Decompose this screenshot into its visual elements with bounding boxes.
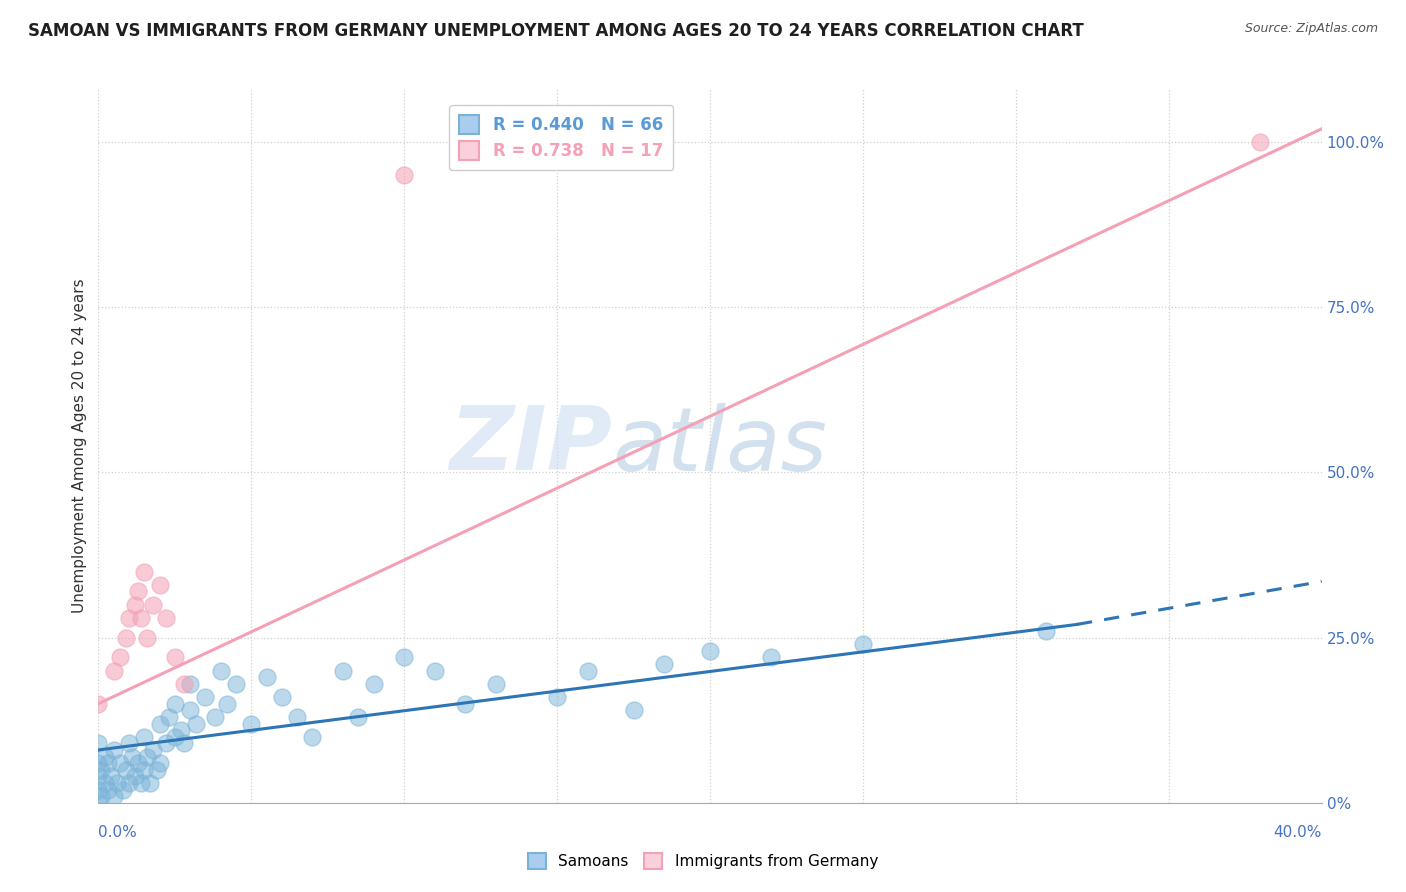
Point xyxy=(179,677,201,691)
Point xyxy=(163,730,186,744)
Point xyxy=(129,611,152,625)
Point xyxy=(100,769,122,783)
Point xyxy=(103,789,125,804)
Point xyxy=(301,730,323,744)
Point xyxy=(173,736,195,750)
Point xyxy=(546,690,568,704)
Point xyxy=(1249,135,1271,149)
Point xyxy=(454,697,477,711)
Point xyxy=(240,716,263,731)
Point xyxy=(155,736,177,750)
Point xyxy=(363,677,385,691)
Point xyxy=(134,565,156,579)
Point xyxy=(93,776,115,790)
Point xyxy=(97,782,120,797)
Point xyxy=(225,677,247,691)
Point xyxy=(699,644,721,658)
Point xyxy=(652,657,675,671)
Point xyxy=(124,769,146,783)
Point xyxy=(155,611,177,625)
Point xyxy=(215,697,238,711)
Point xyxy=(124,598,146,612)
Point xyxy=(163,650,186,665)
Point xyxy=(163,697,186,711)
Point xyxy=(136,749,159,764)
Text: 40.0%: 40.0% xyxy=(1274,825,1322,840)
Point xyxy=(90,763,112,777)
Y-axis label: Unemployment Among Ages 20 to 24 years: Unemployment Among Ages 20 to 24 years xyxy=(72,278,87,614)
Point xyxy=(1035,624,1057,638)
Point xyxy=(204,710,226,724)
Point xyxy=(149,756,172,771)
Point xyxy=(87,782,110,797)
Point xyxy=(108,650,131,665)
Point xyxy=(108,756,131,771)
Point xyxy=(142,598,165,612)
Text: SAMOAN VS IMMIGRANTS FROM GERMANY UNEMPLOYMENT AMONG AGES 20 TO 24 YEARS CORRELA: SAMOAN VS IMMIGRANTS FROM GERMANY UNEMPL… xyxy=(28,22,1084,40)
Point xyxy=(97,756,120,771)
Point xyxy=(134,763,156,777)
Point xyxy=(157,710,180,724)
Point xyxy=(87,769,110,783)
Point xyxy=(118,736,141,750)
Point xyxy=(145,763,167,777)
Point xyxy=(149,716,172,731)
Point xyxy=(103,743,125,757)
Text: atlas: atlas xyxy=(612,403,827,489)
Point xyxy=(194,690,217,704)
Point xyxy=(121,749,143,764)
Point xyxy=(149,578,172,592)
Point xyxy=(285,710,308,724)
Point xyxy=(118,776,141,790)
Point xyxy=(115,763,138,777)
Point xyxy=(209,664,232,678)
Point xyxy=(576,664,599,678)
Point xyxy=(392,650,416,665)
Legend: R = 0.440   N = 66, R = 0.738   N = 17: R = 0.440 N = 66, R = 0.738 N = 17 xyxy=(450,104,673,169)
Point xyxy=(186,716,208,731)
Point xyxy=(93,749,115,764)
Text: 0.0%: 0.0% xyxy=(98,825,138,840)
Point xyxy=(90,789,112,804)
Point xyxy=(256,670,278,684)
Point xyxy=(423,664,446,678)
Point xyxy=(485,677,508,691)
Point xyxy=(115,631,138,645)
Point xyxy=(347,710,370,724)
Point xyxy=(392,168,416,182)
Point xyxy=(105,776,128,790)
Point xyxy=(139,776,162,790)
Point xyxy=(173,677,195,691)
Point xyxy=(134,730,156,744)
Point xyxy=(129,776,152,790)
Point xyxy=(111,782,134,797)
Point xyxy=(332,664,354,678)
Point xyxy=(179,703,201,717)
Text: ZIP: ZIP xyxy=(450,402,612,490)
Point xyxy=(852,637,875,651)
Point xyxy=(270,690,292,704)
Point xyxy=(118,611,141,625)
Legend: Samoans, Immigrants from Germany: Samoans, Immigrants from Germany xyxy=(522,847,884,875)
Point xyxy=(87,736,110,750)
Point xyxy=(623,703,645,717)
Point xyxy=(127,584,149,599)
Point xyxy=(103,664,125,678)
Point xyxy=(87,697,110,711)
Point xyxy=(127,756,149,771)
Point xyxy=(87,796,110,810)
Point xyxy=(142,743,165,757)
Point xyxy=(170,723,193,738)
Text: Source: ZipAtlas.com: Source: ZipAtlas.com xyxy=(1244,22,1378,36)
Point xyxy=(136,631,159,645)
Point xyxy=(87,756,110,771)
Point xyxy=(759,650,782,665)
